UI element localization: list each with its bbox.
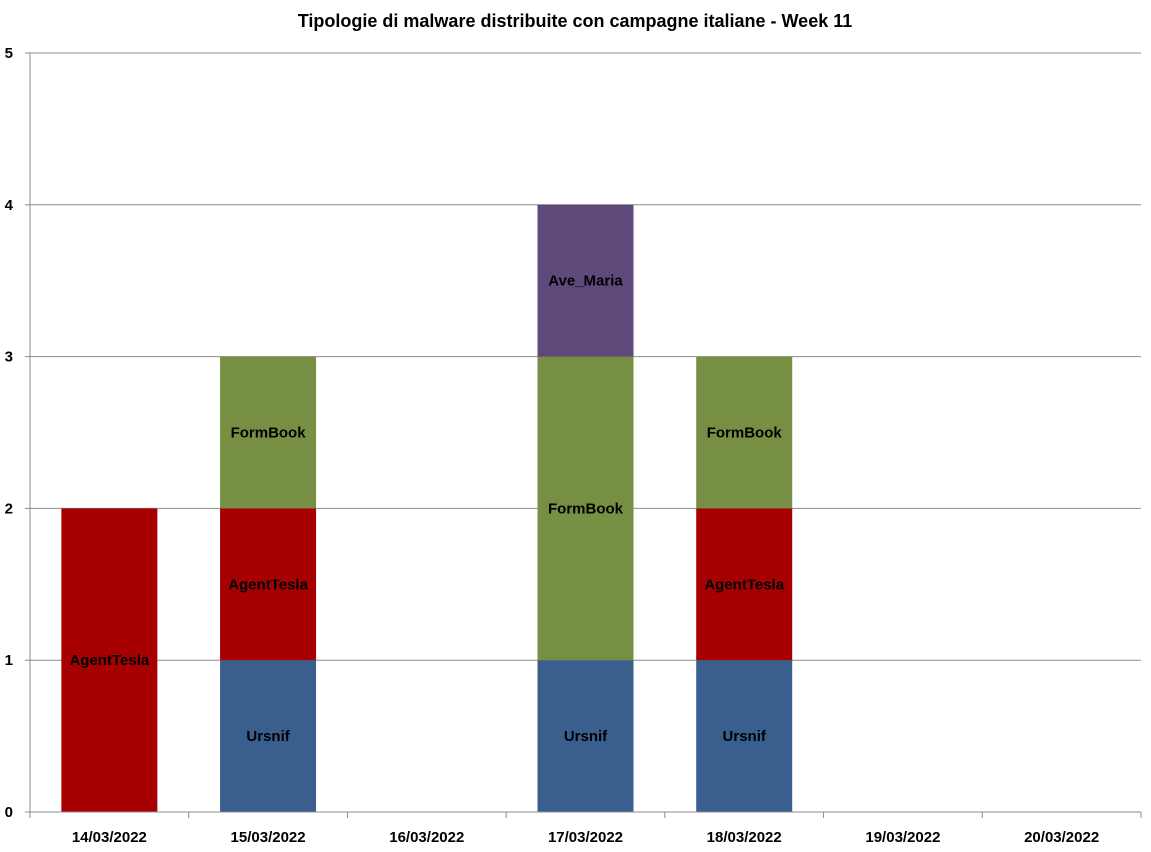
bar-segment-label: Ursnif <box>723 728 767 745</box>
bar-segment-label: AgentTesla <box>228 576 308 593</box>
bar-segment-label: Ursnif <box>246 728 290 745</box>
x-tick-label: 14/03/2022 <box>72 829 147 846</box>
bar-segment-label: AgentTesla <box>704 576 784 593</box>
x-tick-label: 16/03/2022 <box>389 829 464 846</box>
chart-title: Tipologie di malware distribuite con cam… <box>298 11 853 31</box>
x-tick-label: 18/03/2022 <box>707 829 782 846</box>
y-axis-ticks: 0 1 2 3 4 5 <box>5 45 14 821</box>
y-tick-label: 2 <box>5 500 13 517</box>
bar-segment-label: FormBook <box>548 500 624 517</box>
bar-segment-label: Ursnif <box>564 728 608 745</box>
y-tick-label: 4 <box>5 197 14 214</box>
y-tick-label: 0 <box>5 804 13 821</box>
y-tick-label: 5 <box>5 45 13 62</box>
bar-segment-label: FormBook <box>231 425 307 442</box>
x-tick-label: 19/03/2022 <box>865 829 940 846</box>
bar-segment-label: Ave_Maria <box>548 273 623 290</box>
x-tick-label: 15/03/2022 <box>231 829 306 846</box>
bar-segment-label: FormBook <box>707 425 783 442</box>
x-axis-ticks: 14/03/2022 15/03/2022 16/03/2022 17/03/2022… <box>72 829 1099 846</box>
bar-segment-label: AgentTesla <box>69 652 149 669</box>
y-tick-label: 3 <box>5 349 13 366</box>
x-tick-label: 20/03/2022 <box>1024 829 1099 846</box>
stacked-bar-chart: Tipologie di malware distribuite con cam… <box>0 0 1151 852</box>
y-tick-label: 1 <box>5 652 13 669</box>
x-tick-label: 17/03/2022 <box>548 829 623 846</box>
